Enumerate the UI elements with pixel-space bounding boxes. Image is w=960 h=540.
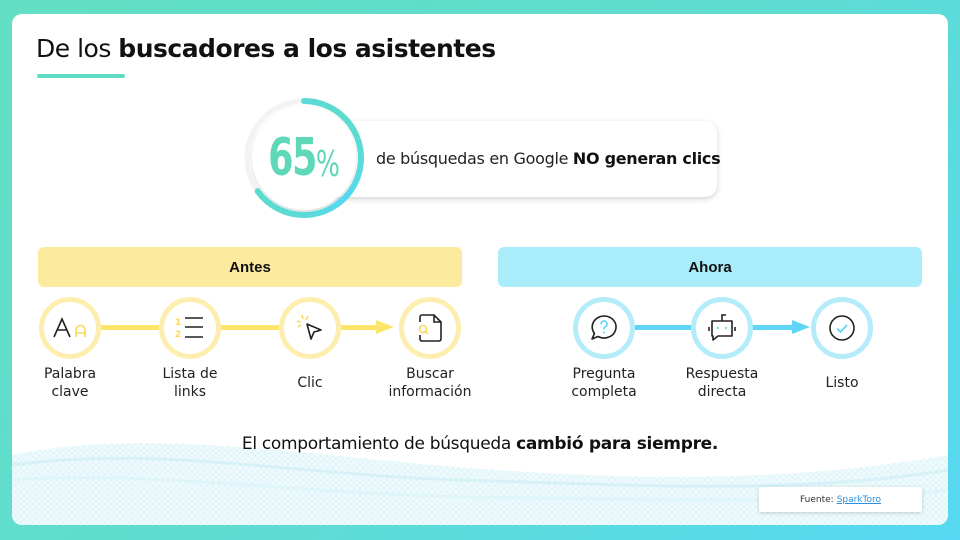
arrow-right-icon <box>792 320 810 334</box>
check-circle-icon <box>829 315 855 341</box>
step-label: Palabra clave <box>12 365 130 401</box>
percent-symbol: % <box>315 143 340 185</box>
step-circle: 1 2 <box>159 297 221 359</box>
document-search-icon <box>418 314 442 342</box>
step-label: Listo <box>825 375 859 391</box>
svg-text:2: 2 <box>175 330 181 340</box>
step-label: Buscar información <box>370 365 490 401</box>
arrow-right-icon <box>376 320 394 334</box>
step-circle <box>399 297 461 359</box>
connector-line <box>216 325 304 330</box>
font-letters-icon <box>53 317 86 338</box>
svg-text:1: 1 <box>175 318 181 328</box>
step-label: Lista de links <box>130 365 250 401</box>
connector-line <box>630 325 722 330</box>
slide-card: De los buscadores a los asistentes de bú… <box>12 14 948 525</box>
conclusion-regular: El comportamiento de búsqueda <box>241 434 517 454</box>
antes-header: Antes <box>38 247 462 287</box>
title-underline <box>37 74 125 78</box>
label-line: información <box>388 384 472 400</box>
label-line: Respuesta <box>685 366 759 382</box>
percent-ring: 65% <box>242 96 366 220</box>
conclusion-text: El comportamiento de búsqueda cambió par… <box>12 434 948 454</box>
step-label: Pregunta completa <box>544 365 664 401</box>
connector-line <box>750 325 794 330</box>
numbered-list-icon: 1 2 <box>175 317 203 340</box>
step-label: Clic <box>297 375 323 391</box>
progress-arc-icon <box>244 98 364 218</box>
antes-flow: Palabra clave 1 2 Lista de links Clic <box>12 297 482 407</box>
stat-text-bold: NO generan clics <box>572 149 721 168</box>
chatbot-icon <box>708 314 736 341</box>
ring-inner <box>252 106 356 210</box>
stat-callout: de búsquedas en Google NO generan clics <box>312 121 721 197</box>
step-circle <box>573 297 635 359</box>
label-line: directa <box>697 384 747 400</box>
source-link[interactable]: SparkToro <box>836 494 882 505</box>
label-line: clave <box>51 384 89 400</box>
ahora-flow: Pregunta completa Respuesta directa Li <box>500 297 900 407</box>
label-line: Lista de <box>162 366 218 382</box>
step-circle <box>691 297 753 359</box>
page-title: De los buscadores a los asistentes <box>36 34 496 63</box>
cursor-click-icon <box>296 314 322 340</box>
step-label: Respuesta directa <box>662 365 782 401</box>
percent-value: 65% <box>256 96 353 220</box>
conclusion-bold: cambió para siempre. <box>516 434 719 454</box>
step-circle <box>279 297 341 359</box>
label-line: completa <box>571 384 637 400</box>
source-label: Fuente: <box>799 494 834 505</box>
label-line: links <box>173 384 207 400</box>
percent-number: 65 <box>268 128 317 188</box>
label-line: Palabra <box>43 366 97 382</box>
stat-description: de búsquedas en Google NO generan clics <box>376 121 721 197</box>
step-circle <box>39 297 101 359</box>
label-line: Pregunta <box>572 366 636 382</box>
step-circle <box>811 297 873 359</box>
title-regular: De los <box>36 34 119 63</box>
title-bold: buscadores a los asistentes <box>118 34 496 63</box>
label-line: Buscar <box>406 366 454 382</box>
connector-line <box>336 325 378 330</box>
connector-line <box>96 325 184 330</box>
question-bubble-icon <box>591 315 617 340</box>
stat-text-regular: de búsquedas en Google <box>376 149 573 168</box>
source-note: Fuente: SparkToro <box>759 487 922 512</box>
ahora-header: Ahora <box>498 247 922 287</box>
